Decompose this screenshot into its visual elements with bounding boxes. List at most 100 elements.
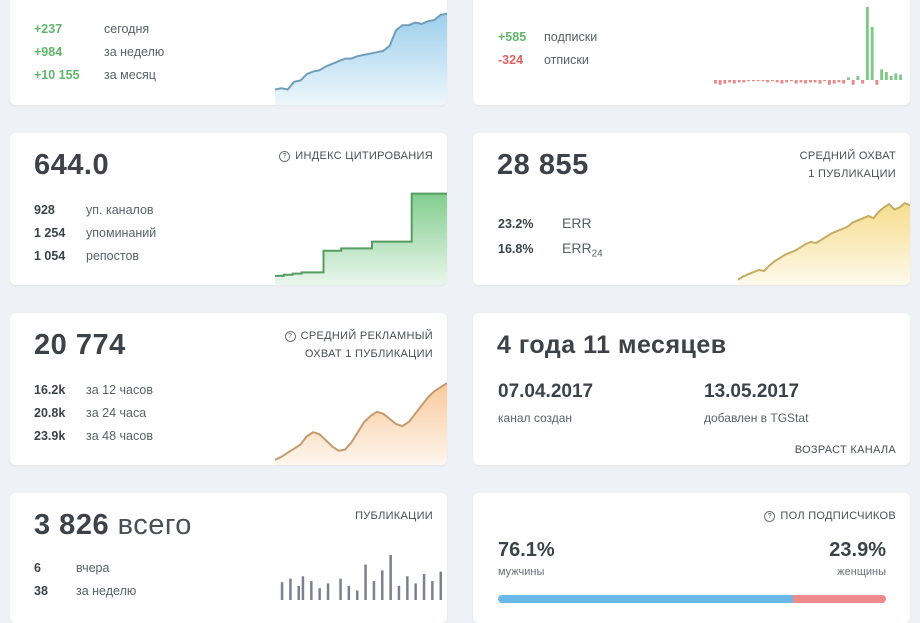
- gender-label: ? ПОЛ ПОДПИСЧИКОВ: [764, 507, 896, 525]
- chart-bar: [899, 74, 903, 80]
- chart-bar: [761, 80, 765, 82]
- ad-reach-chart: [275, 382, 447, 465]
- gender-card: ? ПОЛ ПОДПИСЧИКОВ 76.1% мужчины 23.9% жен…: [473, 493, 910, 623]
- chart-bar: [389, 555, 392, 600]
- chart-bar: [780, 80, 784, 84]
- publications-chart: [280, 555, 442, 600]
- chart-bar: [889, 76, 893, 80]
- chart-bar: [714, 80, 717, 84]
- chart-bar: [752, 80, 755, 82]
- subs-change-chart: [714, 7, 903, 85]
- channel-age-label: ВОЗРАСТ КАНАЛА: [794, 444, 896, 456]
- chart-bar: [756, 80, 760, 82]
- ad-reach-label: ? СРЕДНИЙ РЕКЛАМНЫЙ ОХВАТ 1 ПУБЛИКАЦИИ: [284, 327, 433, 363]
- chart-bar: [439, 571, 442, 600]
- citation-chart: [275, 192, 447, 285]
- chart-bar: [880, 69, 884, 80]
- chart-bar: [856, 76, 860, 80]
- chart-bar: [372, 581, 376, 600]
- chart-bar: [297, 585, 300, 600]
- chart-bar: [870, 26, 874, 80]
- channel-age-card: 4 года 11 месяцев 07.04.2017 канал созда…: [473, 313, 910, 465]
- publications-label: ПУБЛИКАЦИИ: [355, 510, 433, 522]
- female-bar: [793, 595, 886, 603]
- subscribers-chart: [275, 12, 447, 105]
- created-date: 07.04.2017: [498, 381, 594, 402]
- chart-area: [275, 13, 447, 105]
- chart-line: [275, 382, 447, 461]
- chart-bar: [851, 80, 855, 85]
- chart-bar: [723, 80, 727, 84]
- citation-card: 644.0 ? ИНДЕКС ЦИТИРОВАНИЯ 928 уп. каналов…: [10, 133, 447, 285]
- publications-yesterday: 6 вчера: [34, 561, 110, 575]
- subs-today: +237 сегодня: [34, 22, 150, 36]
- chart-bar: [280, 582, 284, 600]
- chart-bar: [846, 77, 850, 80]
- chart-bar: [718, 80, 722, 85]
- chart-bar: [785, 80, 789, 83]
- chart-bar: [414, 583, 417, 600]
- citation-value: 644.0: [34, 149, 110, 181]
- chart-bar: [861, 80, 865, 84]
- chart-bar: [742, 80, 746, 83]
- ad-reach-card: 20 774 ? СРЕДНИЙ РЕКЛАМНЫЙ ОХВАТ 1 ПУБЛИК…: [10, 313, 447, 465]
- chart-bar: [766, 80, 770, 83]
- chart-bar: [809, 80, 812, 83]
- chart-bar: [771, 80, 774, 82]
- chart-bar: [431, 581, 434, 600]
- err-row: 23.2% ERR: [498, 215, 592, 231]
- chart-bar: [318, 588, 321, 600]
- reach-label: СРЕДНИЙ ОХВАТ 1 ПУБЛИКАЦИИ: [799, 150, 896, 180]
- chart-bar: [732, 80, 736, 84]
- male-percent: 76.1%: [498, 539, 555, 561]
- chart-bar: [737, 80, 741, 83]
- reach-value: 28 855: [497, 149, 589, 181]
- ad-reach-value: 20 774: [34, 329, 126, 361]
- chart-bar: [397, 585, 401, 600]
- chart-bar: [865, 7, 869, 80]
- publications-week: 38 за неделю: [34, 584, 137, 598]
- citation-channels: 928 уп. каналов: [34, 203, 154, 217]
- chart-bar: [823, 80, 827, 82]
- chart-bar: [310, 581, 313, 600]
- chart-bar: [356, 590, 359, 600]
- chart-bar: [326, 583, 330, 600]
- male-bar: [498, 595, 794, 603]
- help-icon[interactable]: ?: [284, 331, 296, 342]
- help-icon[interactable]: ?: [764, 511, 776, 522]
- chart-bar: [799, 80, 803, 83]
- subscriptions-row: +585 подписки: [498, 30, 598, 44]
- citation-reposts: 1 054 репостов: [34, 249, 140, 263]
- chart-bar: [828, 80, 831, 85]
- subs-month: +10 155 за месяц: [34, 68, 156, 82]
- help-icon[interactable]: ?: [279, 151, 291, 162]
- chart-area: [275, 383, 447, 465]
- chart-bar: [875, 80, 879, 85]
- chart-bar: [884, 72, 888, 80]
- added-date: 13.05.2017: [704, 381, 800, 402]
- chart-bar: [728, 80, 732, 83]
- citation-mentions: 1 254 упоминаний: [34, 226, 157, 240]
- created-label: канал создан: [498, 411, 573, 425]
- ad-reach-24h: 20.8k за 24 часа: [34, 406, 147, 420]
- chart-bar: [837, 80, 841, 83]
- subscribers-card: +237 сегодня +984 за неделю +10 155 за меся…: [10, 0, 447, 105]
- chart-bar: [894, 73, 898, 80]
- publications-value: 3 826 всего: [34, 509, 192, 541]
- chart-line: [738, 201, 910, 281]
- chart-bar: [804, 80, 808, 84]
- chart-bar: [381, 570, 384, 600]
- reach-card: 28 855 СРЕДНИЙ ОХВАТ 1 ПУБЛИКАЦИИ 23.2% ER…: [473, 133, 910, 285]
- chart-area: [275, 193, 447, 285]
- publications-card: 3 826 всего ПУБЛИКАЦИИ 6 вчера 38 за недел…: [10, 493, 447, 623]
- chart-line: [275, 12, 447, 91]
- err24-row: 16.8% ERR24: [498, 240, 603, 260]
- subs-week: +984 за неделю: [34, 45, 165, 59]
- male-label: мужчины: [498, 566, 545, 578]
- ad-reach-48h: 23.9k за 48 часов: [34, 429, 153, 443]
- chart-bar: [813, 80, 817, 83]
- chart-bar: [347, 585, 351, 600]
- chart-bar: [790, 80, 793, 82]
- female-percent: 23.9%: [829, 539, 886, 561]
- chart-bar: [406, 576, 409, 600]
